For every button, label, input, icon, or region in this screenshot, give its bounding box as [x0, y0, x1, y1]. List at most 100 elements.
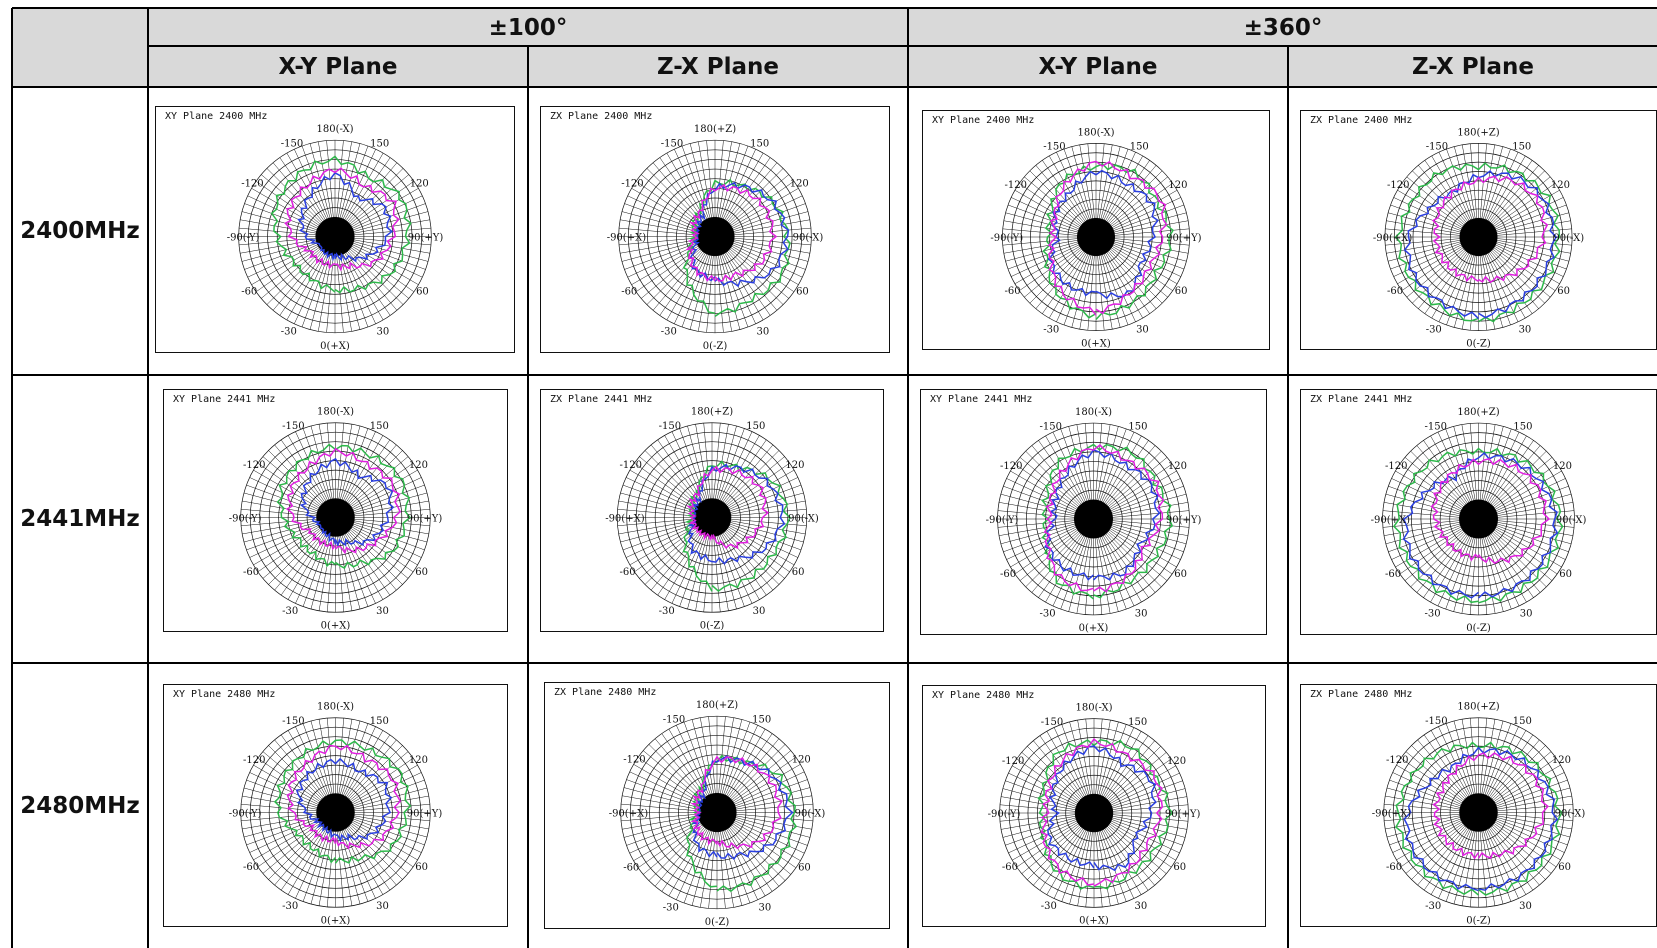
grid-spoke: [728, 492, 804, 514]
grid-spoke: [326, 718, 335, 796]
grid-spoke: [1386, 220, 1462, 235]
grid-spoke: [1469, 718, 1478, 796]
grid-spoke: [266, 248, 323, 305]
grid-spoke: [1495, 220, 1571, 235]
grid-spoke: [348, 247, 409, 299]
grid-spoke: [1106, 249, 1157, 309]
series-line-3: [686, 465, 770, 550]
grid-spoke: [1437, 431, 1472, 504]
grid-spoke: [1479, 423, 1488, 502]
series-line-1: [1392, 447, 1564, 604]
grid-spoke: [1453, 828, 1475, 905]
grid-spoke: [349, 757, 414, 803]
grid-spoke: [1485, 252, 1519, 322]
grid-spoke: [1100, 828, 1135, 899]
polar-chart: ZX Plane 2400 MHz 180(+Z) 0(-Z) 90(-X) -90(+…: [540, 106, 890, 353]
chart-title: XY Plane 2480 MHz: [932, 690, 1034, 701]
grid-spoke: [339, 425, 361, 502]
grid-spoke: [695, 534, 710, 611]
grid-spoke: [1490, 745, 1546, 801]
grid-spoke: [1087, 143, 1095, 221]
polar-chart: ZX Plane 2441 MHz 180(+Z) 0(-Z) 90(-X) -90(+…: [1300, 389, 1657, 635]
axis-label-right: -90(+X): [609, 809, 649, 820]
grid-spoke: [657, 531, 703, 596]
grid-spoke: [295, 532, 329, 604]
grid-spoke: [1494, 212, 1569, 233]
axis-label-tr: -150: [1425, 716, 1447, 727]
grid-spoke: [620, 492, 696, 514]
grid-spoke: [689, 253, 711, 330]
grid-spoke: [1027, 824, 1083, 880]
axis-label-br: -30: [1041, 901, 1057, 912]
axis-label-ur: -120: [241, 178, 263, 189]
grid-spoke: [1454, 146, 1475, 221]
grid-spoke: [1110, 521, 1189, 536]
grid-spoke: [722, 828, 751, 904]
grid-spoke: [347, 168, 404, 225]
grid-spoke: [309, 143, 331, 220]
grid-spoke: [257, 757, 322, 803]
axis-label-ll: 60: [415, 862, 428, 873]
grid-spoke: [346, 825, 397, 886]
grid-spoke: [671, 532, 706, 604]
grid-spoke: [1111, 204, 1185, 232]
axis-label-ul: 120: [409, 755, 428, 766]
grid-spoke: [243, 521, 320, 543]
grid-spoke: [1423, 533, 1469, 598]
series-line-3: [1430, 457, 1551, 565]
grid-spoke: [346, 739, 397, 800]
grid-spoke: [1111, 197, 1181, 231]
axis-label-tl: 150: [1128, 422, 1147, 433]
axis-label-bottom: 0(-Z): [700, 620, 725, 631]
polar-chart-svg: XY Plane 2480 MHz 180(-X) 0(+X) 90(+Y) -90(-…: [163, 684, 508, 927]
series-line-3: [685, 183, 778, 282]
grid-spoke: [730, 195, 803, 230]
grid-spoke: [733, 779, 808, 807]
grid-spoke: [717, 533, 745, 607]
grid-spoke: [339, 720, 361, 797]
series-line-3: [690, 755, 783, 850]
grid-spoke: [731, 242, 806, 270]
grid-spoke: [1494, 526, 1566, 560]
grid-spoke: [644, 529, 701, 585]
grid-spoke: [249, 477, 321, 511]
grid-spoke: [634, 462, 699, 508]
grid-spoke: [1060, 428, 1088, 503]
axis-label-left: 90(-X): [795, 809, 826, 820]
grid-spoke: [1105, 450, 1162, 507]
grid-spoke: [348, 528, 409, 579]
series-line-3: [1043, 443, 1165, 593]
grid-spoke: [1446, 252, 1473, 326]
grid-spoke: [718, 829, 726, 909]
grid-spoke: [268, 450, 324, 506]
grid-spoke: [718, 532, 753, 604]
grid-spoke: [617, 508, 696, 517]
grid-spoke: [1481, 424, 1496, 503]
polar-chart-svg: ZX Plane 2480 MHz 180(+Z) 0(-Z) 90(-X) -90(+…: [544, 682, 890, 929]
grid-spoke: [733, 816, 811, 838]
axis-label-top: 180(-X): [1077, 127, 1114, 138]
axis-label-bl: 30: [1134, 901, 1147, 912]
axis-label-tl: 150: [1512, 142, 1531, 153]
grid-spoke: [1039, 826, 1085, 891]
grid-spoke: [1484, 428, 1512, 503]
grid-spoke: [1104, 825, 1155, 886]
grid-spoke: [1003, 524, 1078, 553]
polar-chart-svg: XY Plane 2400 MHz 180(-X) 0(+X) 90(+Y) -90(-…: [155, 106, 515, 353]
grid-spoke: [1103, 735, 1149, 800]
chart-center: [1459, 793, 1498, 832]
grid-spoke: [1391, 526, 1463, 560]
grid-spoke: [725, 249, 778, 311]
grid-spoke: [1485, 534, 1520, 607]
axis-label-tl: 150: [1130, 142, 1149, 153]
grid-spoke: [1392, 772, 1464, 806]
grid-spoke: [1482, 828, 1504, 905]
axis-label-ur: -120: [243, 460, 265, 471]
axis-label-top: 180(+Z): [1457, 407, 1499, 418]
grid-spoke: [1482, 146, 1503, 221]
chart-center: [315, 217, 355, 256]
axis-label-tr: -150: [663, 715, 685, 726]
grid-spoke: [1095, 718, 1103, 797]
grid-spoke: [342, 252, 376, 324]
